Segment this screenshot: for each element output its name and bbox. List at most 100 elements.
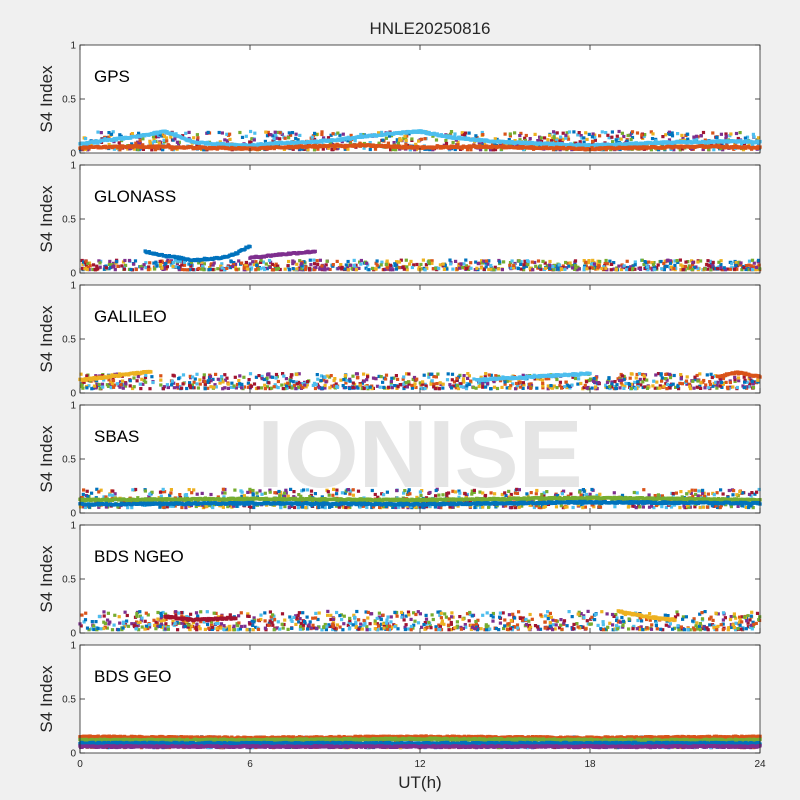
data-point: [108, 493, 112, 497]
data-point: [455, 376, 459, 381]
data-point: [302, 147, 306, 151]
data-point: [466, 376, 470, 380]
data-point: [590, 135, 594, 139]
data-point: [636, 380, 640, 384]
data-point: [574, 141, 578, 145]
data-point: [661, 135, 665, 139]
data-point: [254, 260, 258, 264]
data-point: [545, 264, 549, 268]
data-point: [672, 143, 676, 147]
data-point: [668, 376, 673, 380]
data-point: [196, 386, 200, 390]
data-point: [445, 267, 449, 271]
data-point: [267, 258, 272, 263]
data-point: [262, 267, 267, 272]
data-point: [208, 266, 212, 270]
data-point: [321, 267, 325, 271]
data-point: [615, 383, 619, 387]
data-point: [218, 378, 222, 382]
data-point: [638, 377, 642, 381]
data-point: [264, 262, 268, 266]
plot-area: [80, 285, 760, 393]
data-point: [163, 490, 167, 494]
data-point: [141, 137, 145, 141]
data-point: [421, 258, 425, 262]
data-point: [238, 374, 242, 378]
data-point: [686, 137, 690, 141]
data-point: [699, 494, 703, 498]
data-point: [723, 268, 727, 272]
data-point: [331, 132, 335, 136]
data-point: [664, 505, 668, 510]
data-point: [652, 265, 656, 269]
data-point: [242, 385, 246, 389]
data-point: [620, 374, 625, 378]
data-point: [638, 505, 642, 509]
data-point: [222, 268, 226, 272]
data-point: [284, 377, 288, 381]
data-point: [220, 131, 224, 135]
data-point: [316, 377, 320, 381]
data-point: [377, 265, 381, 269]
data-point: [582, 266, 586, 270]
data-point: [109, 132, 114, 136]
data-point: [733, 379, 737, 383]
data-point: [527, 386, 531, 390]
data-point: [674, 266, 678, 270]
data-point: [617, 129, 621, 134]
data-point: [585, 386, 589, 390]
data-point: [95, 264, 99, 268]
data-point: [333, 146, 337, 151]
data-point: [404, 381, 408, 385]
data-point: [352, 267, 356, 271]
data-point: [721, 492, 725, 496]
data-point: [281, 387, 285, 391]
data-point: [254, 375, 258, 379]
data-point: [574, 264, 578, 268]
data-point: [698, 505, 702, 510]
data-point: [172, 374, 176, 378]
data-point: [591, 132, 595, 136]
data-point: [450, 372, 455, 376]
data-point: [228, 504, 232, 508]
data-point: [514, 381, 519, 386]
data-point: [736, 504, 740, 508]
data-point: [295, 372, 299, 377]
data-point: [528, 266, 532, 270]
data-point: [452, 384, 456, 388]
data-point: [397, 138, 402, 142]
data-point: [636, 382, 640, 386]
data-point: [180, 267, 184, 272]
data-point: [370, 387, 374, 391]
data-point: [478, 148, 483, 152]
data-point: [152, 138, 156, 142]
data-point: [716, 267, 720, 271]
data-point: [688, 387, 693, 391]
data-point: [232, 261, 236, 265]
data-point: [651, 132, 655, 136]
data-point: [690, 488, 694, 492]
data-point: [582, 259, 586, 263]
data-point: [646, 268, 650, 272]
data-point: [751, 143, 755, 147]
data-point: [535, 488, 539, 493]
data-point: [594, 267, 598, 271]
data-point: [428, 148, 432, 152]
data-point: [137, 131, 141, 135]
data-point: [479, 266, 483, 270]
data-point: [106, 384, 111, 388]
data-point: [667, 138, 672, 142]
data-point: [474, 260, 478, 264]
data-point: [107, 131, 111, 135]
data-point: [628, 133, 632, 137]
data-point: [472, 490, 476, 494]
data-point: [320, 130, 324, 134]
data-point: [626, 133, 630, 138]
data-point: [602, 267, 606, 271]
data-point: [249, 490, 253, 494]
data-point: [664, 372, 668, 376]
data-point: [622, 374, 626, 379]
data-point: [269, 375, 273, 379]
data-point: [604, 131, 608, 135]
data-point: [377, 131, 381, 135]
